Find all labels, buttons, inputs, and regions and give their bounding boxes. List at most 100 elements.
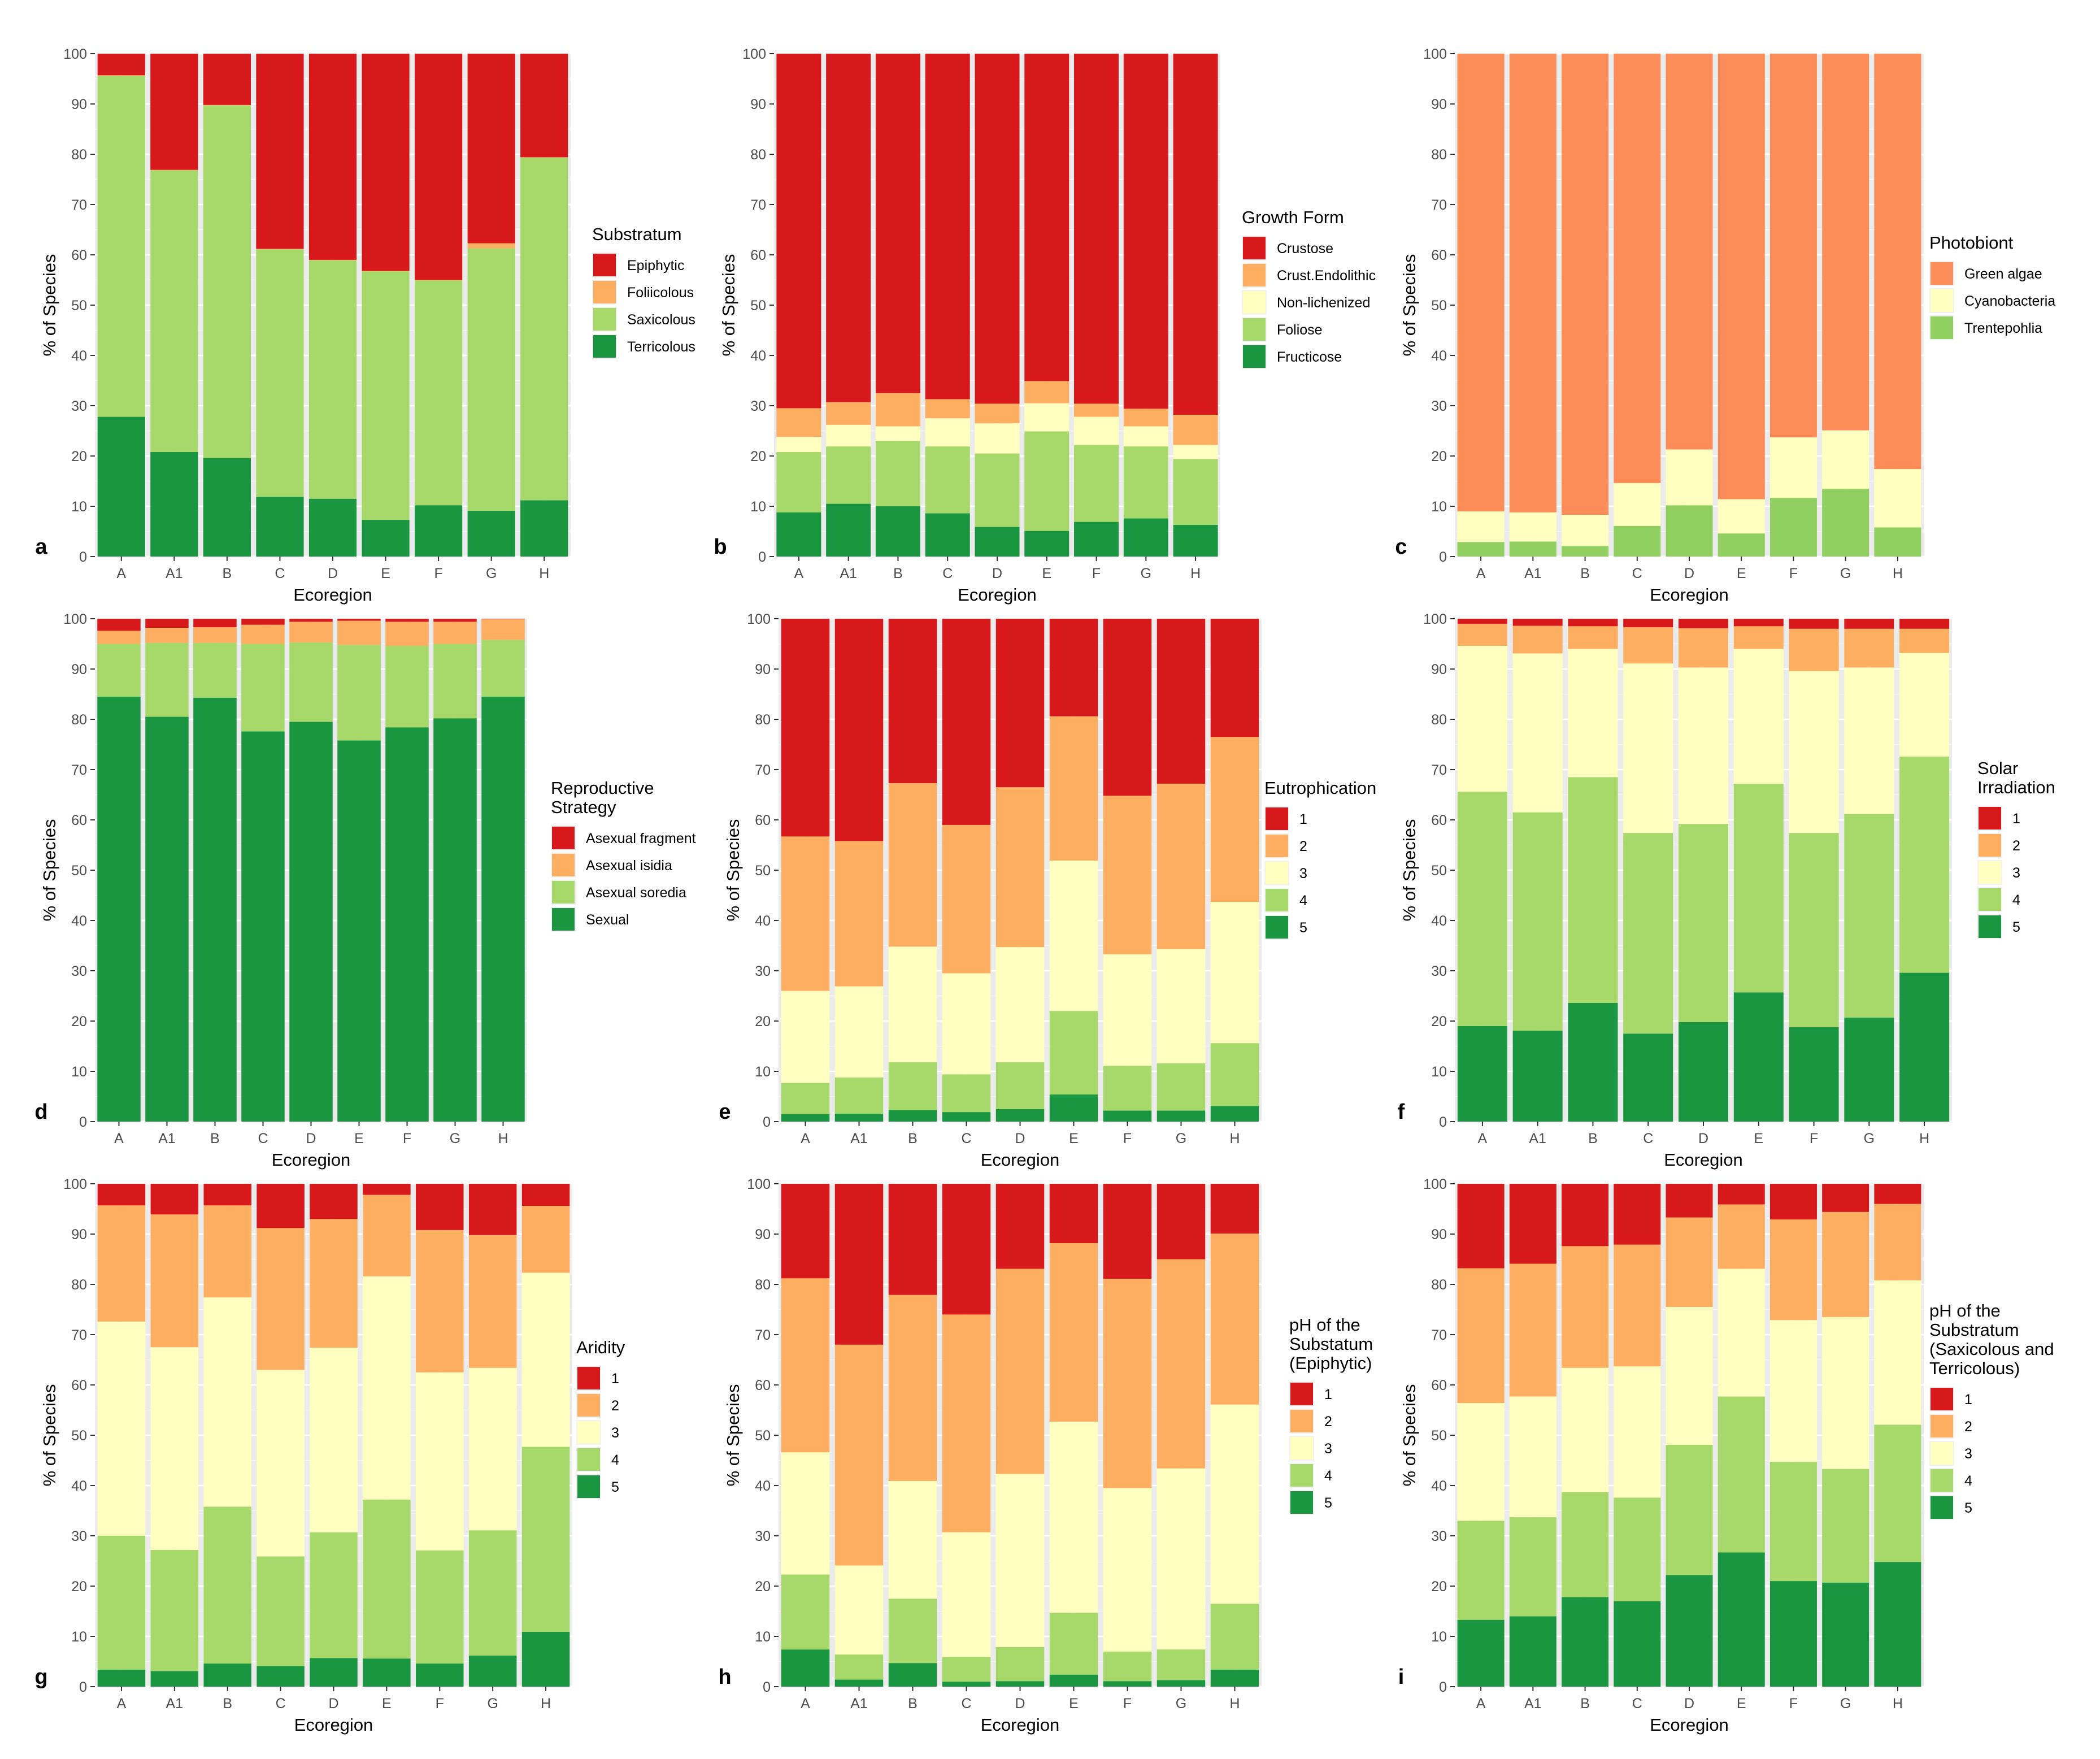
bar-segment: [1614, 54, 1661, 484]
bar-segment: [1822, 1469, 1869, 1583]
x-tick-label: A1: [840, 566, 857, 581]
bar-segment: [310, 1184, 358, 1219]
bar-segment: [1614, 1497, 1661, 1601]
bar-segment: [826, 446, 871, 504]
legend-swatch: [577, 1448, 600, 1471]
y-tick-label: 80: [71, 712, 87, 728]
bar-segment: [1718, 1552, 1765, 1687]
legend-item: Green algae: [1929, 261, 2042, 286]
legend-label: Epiphytic: [627, 258, 684, 273]
x-tick-label: E: [1737, 566, 1746, 581]
legend-swatch: [1931, 1442, 1953, 1465]
y-tick-label: 70: [750, 197, 766, 213]
legend-item: Crust.Endolithic: [1242, 263, 1376, 288]
legend-item: 3: [1929, 1441, 1972, 1466]
bar-segment: [433, 622, 477, 644]
bar-segment: [1457, 542, 1505, 557]
bar-segment: [97, 631, 141, 644]
x-tick-label: B: [908, 1131, 918, 1146]
legend-swatch: [593, 308, 616, 331]
bar-segment: [289, 722, 333, 1122]
legend-label: 5: [611, 1479, 619, 1495]
bar-segment: [1614, 1601, 1661, 1687]
bar-segment: [1457, 54, 1505, 511]
bar-segment: [203, 1297, 251, 1507]
bar-segment: [481, 696, 525, 1122]
bar-segment: [193, 642, 237, 698]
bar-segment: [467, 248, 515, 511]
bar-segment: [1049, 1674, 1098, 1687]
bar-segment: [942, 619, 991, 825]
x-tick-label: H: [1229, 1696, 1240, 1712]
bar-segment: [942, 1314, 991, 1532]
y-axis-title: % of Species: [1399, 819, 1419, 922]
x-tick-label: B: [223, 566, 232, 581]
bar-segment: [1666, 1217, 1713, 1308]
legend-label: 3: [1324, 1441, 1332, 1457]
legend-title: Eutrophication: [1264, 778, 1376, 798]
bar-segment: [150, 54, 198, 170]
legend-swatch: [1290, 1491, 1313, 1514]
legend-item: 1: [1289, 1382, 1332, 1406]
y-tick-label: 50: [1431, 298, 1447, 314]
legend-swatch: [593, 281, 616, 303]
x-tick-label: F: [1810, 1131, 1818, 1146]
legend-label: Asexual soredia: [586, 885, 686, 901]
bar-segment: [1769, 1219, 1817, 1321]
y-tick-label: 90: [755, 1227, 771, 1243]
x-tick-label: C: [1632, 566, 1642, 581]
bar-segment: [1822, 488, 1869, 557]
bar-segment: [97, 696, 141, 1122]
bar-segment: [1074, 54, 1119, 404]
bar-segment: [520, 157, 568, 158]
x-tick-label: E: [382, 1696, 392, 1712]
legend-item: 4: [576, 1447, 619, 1472]
bar-segment: [193, 627, 237, 643]
bar-segment: [415, 280, 463, 281]
bar-segment: [337, 740, 381, 1122]
bar-segment: [942, 1074, 991, 1113]
bar-segment: [193, 697, 237, 1122]
legend-item: Trentepohlia: [1929, 315, 2042, 340]
bar-segment: [1769, 437, 1817, 498]
legend-item: Epiphytic: [592, 253, 684, 277]
y-tick-label: 10: [71, 1064, 87, 1080]
y-tick-label: 40: [1431, 348, 1447, 364]
y-tick-label: 10: [755, 1629, 771, 1645]
legend-swatch: [593, 335, 616, 358]
y-tick-label: 40: [71, 913, 87, 929]
legend-label: 3: [1299, 866, 1307, 881]
x-tick-label: H: [1229, 1131, 1240, 1146]
bar-segment: [1679, 628, 1728, 668]
bar-segment: [1718, 54, 1765, 500]
bar-segment: [1457, 1268, 1505, 1404]
bar-segment: [1173, 524, 1218, 557]
bar-segment: [781, 619, 830, 837]
y-tick-label: 10: [71, 499, 87, 515]
bar-segment: [310, 1532, 358, 1658]
bar-segment: [995, 1681, 1045, 1687]
legend-item: 5: [576, 1474, 619, 1499]
x-tick-label: D: [328, 566, 338, 581]
y-tick-label: 50: [755, 1428, 771, 1444]
y-tick-label: 50: [71, 298, 87, 314]
bar-segment: [888, 1599, 937, 1664]
x-axis-title: Ecoregion: [981, 1150, 1060, 1170]
bar-segment: [97, 644, 141, 697]
bar-segment: [1156, 1649, 1206, 1680]
legend-swatch: [1290, 1383, 1313, 1405]
legend-title: Substratum: [592, 224, 682, 244]
legend-swatch: [1979, 861, 2001, 884]
legend-item: 2: [1264, 833, 1307, 858]
bar-segment: [1173, 445, 1218, 459]
y-tick-label: 30: [71, 1528, 87, 1544]
bar-segment: [1874, 527, 1921, 557]
bar-segment: [1210, 1669, 1259, 1687]
legend-title: Growth Form: [1242, 207, 1344, 227]
bar-segment: [1512, 626, 1563, 654]
bar-segment: [1457, 511, 1505, 542]
bar-segment: [97, 1669, 146, 1687]
bar-segment: [1718, 499, 1765, 534]
bar-segment: [385, 619, 429, 622]
x-tick-label: D: [306, 1131, 316, 1146]
